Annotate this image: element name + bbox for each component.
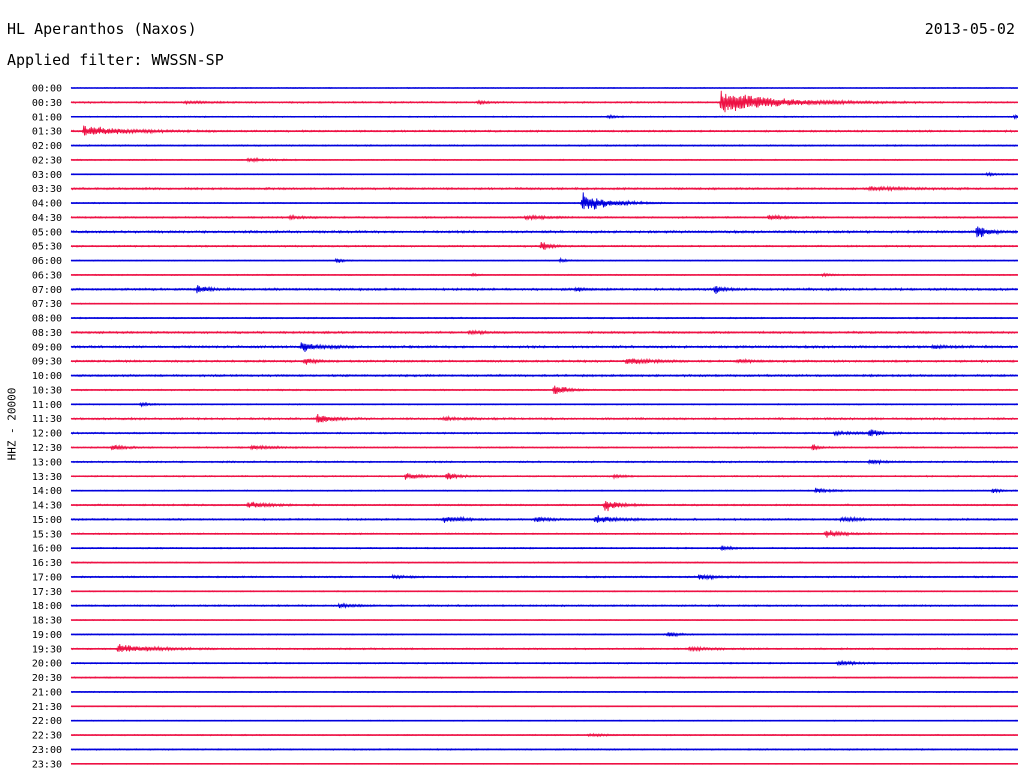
- trace-layer: 00:00 00:30 01:00 01:30 02:00 02:30 03:00 03:30…: [32, 84, 1018, 770]
- tick-label-0630: 06:30: [32, 270, 62, 281]
- tick-label-1000: 10:00: [32, 371, 62, 382]
- tick-label-1700: 17:00: [32, 572, 62, 583]
- tick-label-1930: 19:30: [32, 644, 62, 655]
- tick-label-1630: 16:30: [32, 558, 62, 569]
- trace-row-0400: [70, 192, 1018, 210]
- tick-label-0530: 05:30: [32, 242, 62, 253]
- station-title: HL Aperanthos (Naxos): [7, 20, 197, 38]
- tick-label-0800: 08:00: [32, 314, 62, 325]
- plot-date: 2013-05-02: [924, 20, 1015, 38]
- tick-label-0100: 01:00: [32, 112, 62, 123]
- trace-row-1930: [70, 643, 1018, 653]
- tick-label-1400: 14:00: [32, 486, 62, 497]
- tick-label-0400: 04:00: [32, 199, 62, 210]
- tick-label-2230: 22:30: [32, 731, 62, 742]
- tick-label-2330: 23:30: [32, 759, 62, 770]
- tick-label-1330: 13:30: [32, 472, 62, 483]
- tick-label-2200: 22:00: [32, 716, 62, 727]
- tick-label-0830: 08:30: [32, 328, 62, 339]
- tick-label-0930: 09:30: [32, 357, 62, 368]
- tick-label-1230: 12:30: [32, 443, 62, 454]
- trace-row-1430: [70, 500, 1018, 512]
- tick-label-1200: 12:00: [32, 429, 62, 440]
- tick-label-1430: 14:30: [32, 501, 62, 512]
- tick-label-1830: 18:30: [32, 616, 62, 627]
- tick-label-2300: 23:00: [32, 745, 62, 756]
- tick-label-0730: 07:30: [32, 299, 62, 310]
- tick-label-2000: 20:00: [32, 659, 62, 670]
- tick-label-1030: 10:30: [32, 385, 62, 396]
- tick-label-0600: 06:00: [32, 256, 62, 267]
- tick-label-1530: 15:30: [32, 529, 62, 540]
- tick-label-0900: 09:00: [32, 342, 62, 353]
- tick-label-0500: 05:00: [32, 227, 62, 238]
- tick-label-1300: 13:00: [32, 457, 62, 468]
- tick-label-0330: 03:30: [32, 184, 62, 195]
- tick-label-2030: 20:30: [32, 673, 62, 684]
- filter-label: Applied filter: WWSSN-SP: [7, 51, 224, 69]
- tick-label-1130: 11:30: [32, 414, 62, 425]
- tick-label-2130: 21:30: [32, 702, 62, 713]
- tick-label-0030: 00:30: [32, 98, 62, 109]
- tick-label-1800: 18:00: [32, 601, 62, 612]
- tick-label-1100: 11:00: [32, 400, 62, 411]
- tick-label-0230: 02:30: [32, 155, 62, 166]
- trace-row-0030: [70, 90, 1018, 113]
- tick-label-0300: 03:00: [32, 170, 62, 181]
- tick-label-0200: 02:00: [32, 141, 62, 152]
- tick-label-0000: 00:00: [32, 84, 62, 95]
- tick-label-1500: 15:00: [32, 515, 62, 526]
- tick-label-0430: 04:30: [32, 213, 62, 224]
- tick-label-1730: 17:30: [32, 587, 62, 598]
- tick-label-2100: 21:00: [32, 687, 62, 698]
- tick-label-0130: 01:30: [32, 127, 62, 138]
- tick-label-1600: 16:00: [32, 544, 62, 555]
- tick-label-0700: 07:00: [32, 285, 62, 296]
- tick-label-1900: 19:00: [32, 630, 62, 641]
